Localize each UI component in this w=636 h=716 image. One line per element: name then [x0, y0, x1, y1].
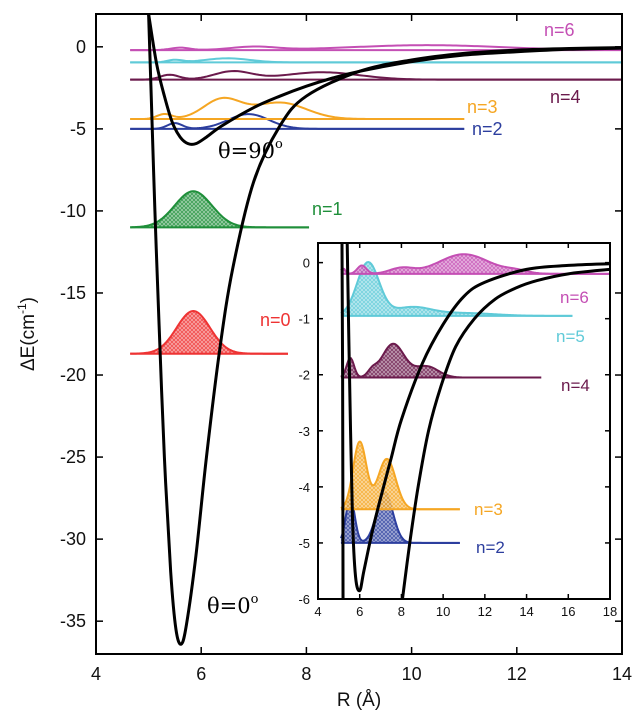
level-label-n=6: n=6 — [560, 288, 589, 307]
wavefunction-curve — [340, 440, 460, 511]
wavefunction-curve — [130, 310, 288, 355]
wavefunction-n=2 — [130, 113, 465, 130]
y-tick-label: -5 — [70, 119, 86, 139]
potential-curve — [147, 14, 622, 646]
theta-annotation: θ=0o — [207, 592, 259, 618]
wavefunction-n=4 — [130, 70, 622, 81]
x-tick-label: 10 — [436, 604, 450, 619]
level-label-n=2: n=2 — [476, 538, 505, 557]
level-label-n=1: n=1 — [312, 199, 343, 219]
x-tick-label: 12 — [507, 664, 527, 684]
y-tick-label: -30 — [60, 529, 86, 549]
y-tick-label: -20 — [60, 365, 86, 385]
y-tick-label: -6 — [298, 592, 310, 607]
wavefunction-n=1 — [130, 190, 310, 229]
wavefunction-curve — [130, 113, 465, 130]
level-label-n=4: n=4 — [550, 87, 581, 107]
level-label-n=3: n=3 — [474, 500, 503, 519]
level-label-n=3: n=3 — [467, 97, 498, 117]
theta-annotation: θ=90o — [218, 137, 283, 163]
x-tick-label: 18 — [603, 604, 617, 619]
level-label-n=4: n=4 — [561, 376, 590, 395]
wavefunction-hatch — [340, 441, 460, 510]
level-label-n=0: n=0 — [260, 310, 291, 330]
level-label-n=2: n=2 — [472, 119, 503, 139]
wavefunction-hatch — [130, 191, 310, 228]
wavefunction-hatch — [340, 254, 610, 274]
plot-frame — [317, 242, 611, 600]
x-tick-label: 6 — [196, 664, 206, 684]
wavefunction-n=0 — [130, 310, 288, 355]
wavefunction-curve — [130, 190, 310, 229]
y-tick-label: -3 — [298, 424, 310, 439]
x-tick-label: 12 — [478, 604, 492, 619]
potential-curve — [340, 243, 345, 599]
y-tick-label: -10 — [60, 201, 86, 221]
wavefunction-n=3 — [340, 440, 460, 511]
x-tick-label: 6 — [356, 604, 363, 619]
main-plot: n=0n=1n=2n=3 n=4n=64 6 8 10 12 140-5-10-15-20-… — [15, 13, 632, 711]
y-tick-label: -5 — [298, 536, 310, 551]
potential-curve — [400, 267, 610, 599]
x-tick-label: 4 — [91, 664, 101, 684]
wavefunction-curve — [340, 342, 542, 379]
wavefunction-n=3 — [130, 96, 465, 121]
y-tick-label: -35 — [60, 611, 86, 631]
plot-frame — [95, 13, 623, 655]
x-tick-label: 16 — [561, 604, 575, 619]
potential-curve — [345, 243, 610, 593]
x-tick-label: 14 — [519, 604, 533, 619]
wavefunction-n=4 — [340, 342, 542, 379]
x-tick-label: 8 — [301, 664, 311, 684]
x-tick-label: 8 — [398, 604, 405, 619]
y-axis-title: ΔE(cm-1) — [15, 297, 39, 371]
potential-curve — [147, 14, 622, 146]
wavefunction-n=5 — [130, 57, 622, 64]
level-label-n=5: n=5 — [556, 327, 585, 346]
wavefunction-hatch — [340, 343, 542, 378]
x-tick-label: 4 — [314, 604, 321, 619]
wavefunction-curve — [130, 96, 465, 121]
x-tick-label: 10 — [402, 664, 422, 684]
x-axis-title: R (Å) — [337, 690, 381, 711]
level-label-n=6: n=6 — [544, 20, 575, 40]
wavefunction-curve — [340, 491, 460, 544]
y-tick-label: 0 — [76, 37, 86, 57]
y-tick-label: -15 — [60, 283, 86, 303]
y-tick-label: -4 — [298, 480, 310, 495]
wavefunction-hatch — [130, 311, 288, 354]
y-tick-label: -25 — [60, 447, 86, 467]
y-tick-label: -1 — [298, 312, 310, 327]
inset-plot: n=2 n=3 n=4 n=5 n=6 4 6 8 10 12 14 16 18 0 -1 -2 -3 -4 -5 -… — [298, 242, 617, 619]
y-tick-label: 0 — [303, 256, 310, 271]
wavefunction-curve — [130, 57, 622, 64]
x-tick-label: 14 — [612, 664, 632, 684]
wavefunction-curve — [130, 70, 622, 81]
y-tick-label: -2 — [298, 368, 310, 383]
wavefunction-curve — [340, 260, 573, 317]
